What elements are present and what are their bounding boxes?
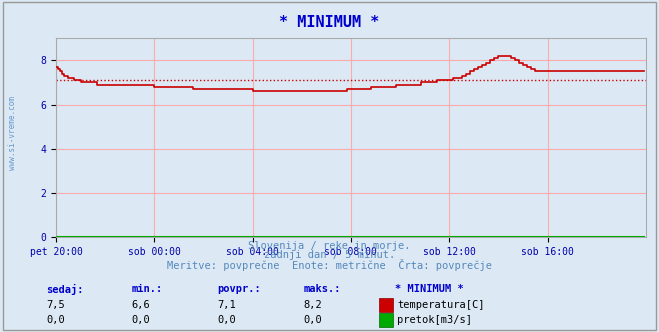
Text: 0,0: 0,0 [46, 315, 65, 325]
Text: 6,6: 6,6 [132, 300, 150, 310]
Text: * MINIMUM *: * MINIMUM * [395, 284, 464, 294]
Text: Slovenija / reke in morje.: Slovenija / reke in morje. [248, 241, 411, 251]
Text: * MINIMUM *: * MINIMUM * [279, 15, 380, 30]
Text: 7,1: 7,1 [217, 300, 236, 310]
Text: Meritve: povprečne  Enote: metrične  Črta: povprečje: Meritve: povprečne Enote: metrične Črta:… [167, 259, 492, 271]
Text: www.si-vreme.com: www.si-vreme.com [8, 96, 17, 170]
Text: povpr.:: povpr.: [217, 284, 261, 294]
Text: sedaj:: sedaj: [46, 284, 84, 295]
Text: 0,0: 0,0 [303, 315, 322, 325]
Text: 0,0: 0,0 [132, 315, 150, 325]
Text: zadnji dan / 5 minut.: zadnji dan / 5 minut. [264, 250, 395, 260]
Text: 0,0: 0,0 [217, 315, 236, 325]
Text: temperatura[C]: temperatura[C] [397, 300, 485, 310]
Text: 7,5: 7,5 [46, 300, 65, 310]
Text: maks.:: maks.: [303, 284, 341, 294]
Text: pretok[m3/s]: pretok[m3/s] [397, 315, 473, 325]
Text: min.:: min.: [132, 284, 163, 294]
Text: 8,2: 8,2 [303, 300, 322, 310]
